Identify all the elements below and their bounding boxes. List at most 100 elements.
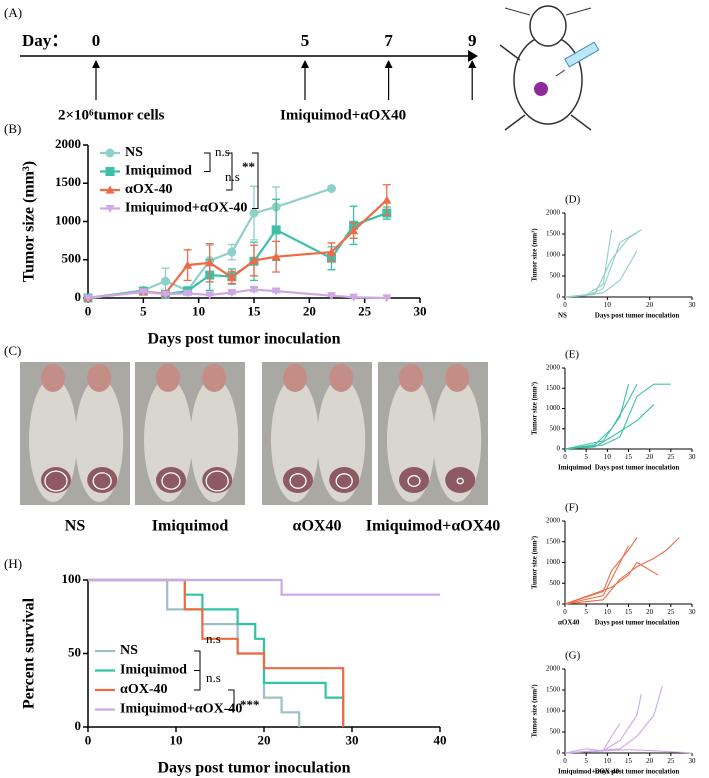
marker (160, 276, 170, 286)
y-tick-label: 1000 (546, 558, 561, 566)
photo-caption: Imiquimod (152, 518, 229, 535)
marker (382, 195, 392, 204)
tumor-outline (407, 474, 421, 488)
mouse-head (283, 364, 307, 392)
legend-label: Imiquimod+αOX-40 (125, 201, 247, 216)
y-tick-label: 500 (550, 272, 561, 280)
marker (271, 225, 281, 235)
significance-label: n.s (215, 144, 230, 159)
tumor (283, 467, 313, 493)
x-tick-label: 10 (192, 304, 205, 319)
marker (349, 226, 359, 235)
x-tick-label: 0 (563, 608, 567, 616)
x-tick-label: 30 (689, 757, 697, 765)
tumor-outline (335, 473, 353, 489)
x-tick-label: 20 (646, 301, 654, 309)
y-tick-label: 500 (550, 728, 561, 736)
x-axis-label: Days post tumor inoculation (595, 619, 680, 627)
series-line (564, 384, 630, 450)
significance-label: ** (242, 159, 255, 174)
legend-label: Imiquimod+αOX-40 (120, 702, 242, 717)
tumor-outline (92, 472, 112, 490)
marker (105, 148, 115, 158)
x-tick-label: 0 (85, 733, 92, 748)
marker (227, 247, 237, 257)
panel-label: (G) (565, 650, 581, 662)
day-number: 9 (468, 31, 477, 50)
x-tick-label: 30 (346, 733, 359, 748)
x-tick-label: 0 (563, 301, 567, 309)
group-label: Imiquimod+αOX-40 (558, 768, 620, 776)
x-tick-label: 20 (258, 733, 271, 748)
marker (105, 204, 115, 213)
x-tick-label: 5 (140, 304, 147, 319)
y-tick-label: 2000 (546, 209, 561, 217)
y-tick-label: 0 (75, 718, 82, 733)
y-tick-label: 500 (62, 251, 82, 266)
panel-label: (F) (565, 502, 579, 514)
marker (349, 293, 359, 302)
series-line (564, 694, 642, 754)
y-tick-label: 1000 (546, 251, 561, 259)
marker (271, 287, 281, 296)
significance-bracket (228, 689, 235, 710)
mouse-head (87, 364, 112, 392)
marker (205, 291, 215, 300)
series-line (564, 404, 655, 450)
legend-label: αOX-40 (125, 182, 172, 197)
y-tick-label: 0 (557, 749, 561, 757)
y-tick-label: 500 (550, 424, 561, 432)
marker (83, 294, 93, 303)
x-tick-label: 0 (563, 453, 567, 461)
x-axis-label: Days post tumor inoculation (157, 760, 350, 777)
significance-label: n.s (225, 169, 240, 184)
significance-label: n.s (206, 670, 221, 685)
photo-caption: αOX40 (293, 518, 342, 535)
panel-label: (A) (4, 5, 22, 20)
marker (249, 256, 259, 265)
x-tick-label: 20 (646, 453, 654, 461)
legend-label: αOX-40 (120, 682, 167, 697)
y-tick-label: 2000 (546, 517, 561, 525)
series-line (564, 561, 659, 605)
significance-bracket (194, 670, 201, 691)
tumor-outline (161, 472, 181, 490)
x-tick-label: 30 (414, 304, 427, 319)
y-tick-label: 1500 (546, 384, 561, 392)
panel-label: (D) (565, 194, 581, 206)
y-axis-label: Tumor size (mm³) (21, 161, 38, 282)
y-tick-label: 1500 (546, 686, 561, 694)
significance-bracket (204, 152, 211, 172)
x-tick-label: 10 (604, 301, 612, 309)
y-axis-label: Percent survival (21, 597, 38, 709)
x-tick-label: 5 (584, 608, 588, 616)
series-line (88, 578, 345, 727)
x-tick-label: 15 (625, 453, 633, 461)
marker (227, 289, 237, 298)
x-tick-label: 15 (625, 608, 633, 616)
marker (105, 167, 115, 176)
x-axis-label: Days post tumor inoculation (147, 331, 340, 348)
marker (105, 185, 115, 194)
marker (271, 252, 281, 261)
panel-label: (E) (565, 349, 579, 361)
event-label: 2×10⁶tumor cells (58, 107, 165, 123)
x-tick-label: 40 (434, 733, 447, 748)
significance-bracket (194, 650, 201, 671)
tumor-outline (205, 470, 229, 492)
legend-label: NS (125, 145, 143, 160)
x-tick-label: 0 (85, 304, 92, 319)
y-tick-label: 1000 (546, 707, 561, 715)
tumor (329, 467, 360, 493)
group-label: αOX40 (558, 619, 580, 627)
series-line (564, 749, 693, 754)
x-tick-label: 10 (604, 757, 612, 765)
x-tick-label: 30 (689, 453, 697, 461)
x-tick-label: 0 (563, 757, 567, 765)
y-tick-label: 2000 (546, 665, 561, 673)
mouse-head (202, 364, 227, 392)
significance-bracket (226, 152, 233, 191)
mouse-head (329, 364, 354, 392)
event-label: Imiquimod+αOX40 (280, 107, 406, 123)
